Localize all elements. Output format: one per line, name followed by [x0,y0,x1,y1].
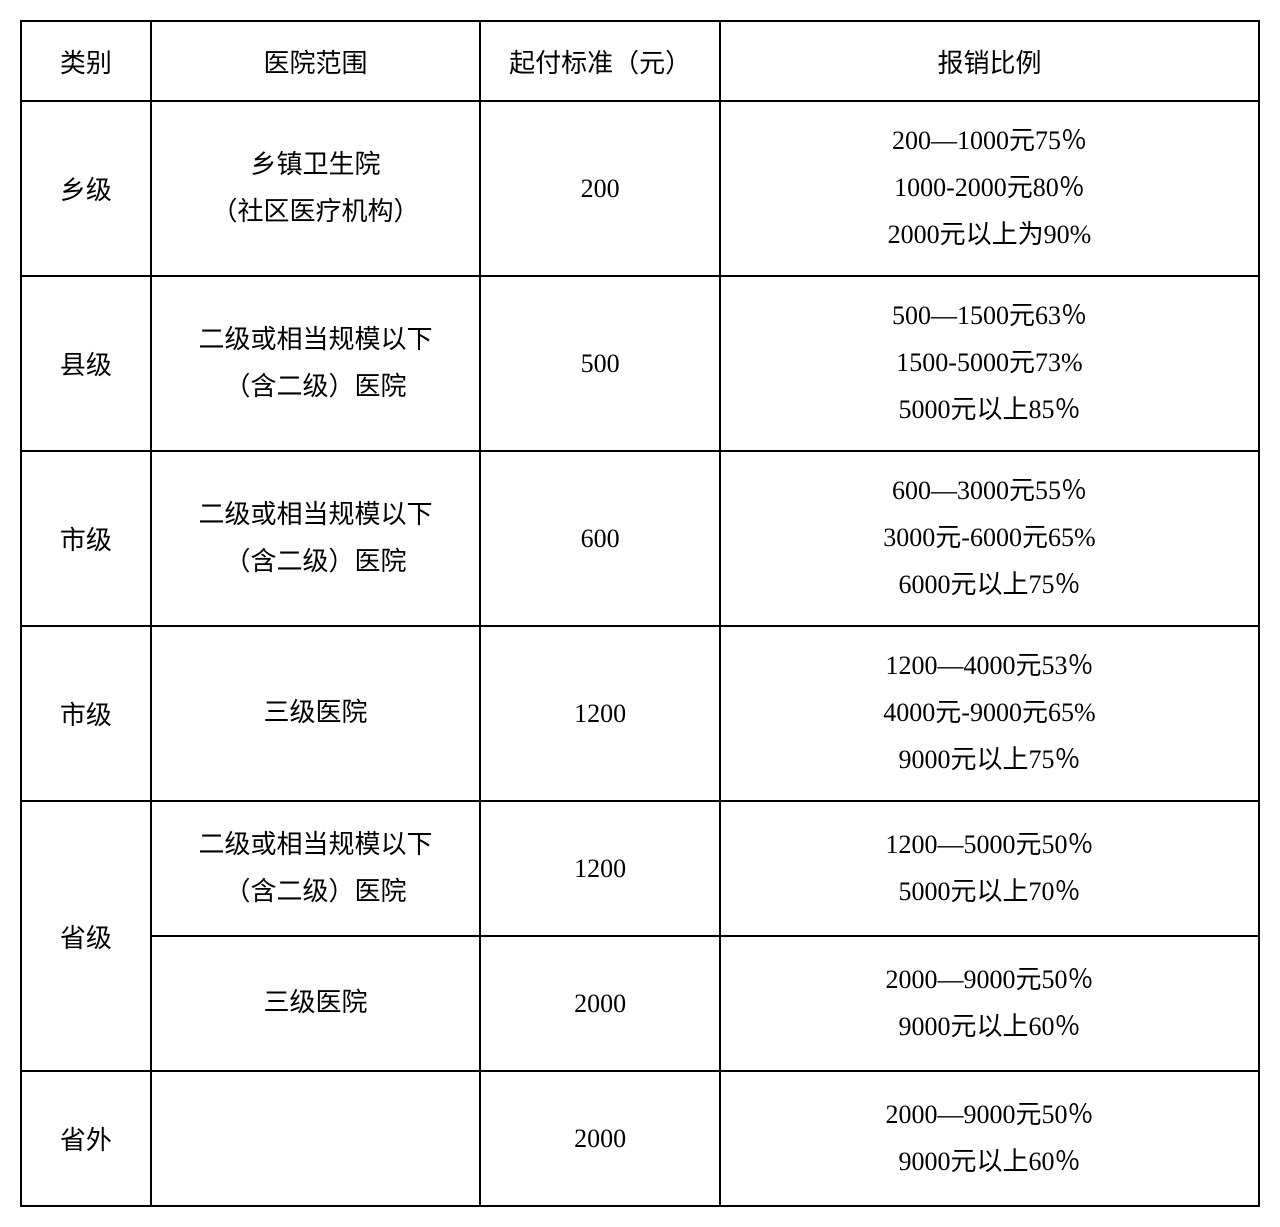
scope-line: 二级或相当规模以下 [162,822,469,869]
cell-ratio: 1200—4000元53％ 4000元-9000元65% 9000元以上75％ [720,626,1259,801]
cell-ratio: 2000—9000元50％ 9000元以上60％ [720,1071,1259,1206]
ratio-line: 4000元-9000元65% [731,690,1248,737]
cell-scope [151,1071,480,1206]
ratio-line: 600—3000元55％ [731,468,1248,515]
cell-threshold: 2000 [480,936,720,1071]
scope-line: 二级或相当规模以下 [162,492,469,539]
cell-ratio: 1200—5000元50％ 5000元以上70％ [720,801,1259,936]
scope-line: （含二级）医院 [162,869,469,916]
table-row: 县级 二级或相当规模以下 （含二级）医院 500 500—1500元63％ 15… [21,276,1259,451]
scope-line: 二级或相当规模以下 [162,317,469,364]
scope-line: 三级医院 [162,980,469,1027]
scope-line: （含二级）医院 [162,539,469,586]
cell-threshold: 500 [480,276,720,451]
ratio-line: 2000元以上为90% [731,212,1248,259]
header-ratio: 报销比例 [720,21,1259,101]
cell-category: 市级 [21,626,151,801]
cell-ratio: 2000—9000元50％ 9000元以上60％ [720,936,1259,1071]
cell-scope: 乡镇卫生院 （社区医疗机构） [151,101,480,276]
cell-ratio: 200—1000元75％ 1000-2000元80％ 2000元以上为90% [720,101,1259,276]
cell-threshold: 600 [480,451,720,626]
ratio-line: 200—1000元75％ [731,118,1248,165]
cell-threshold: 200 [480,101,720,276]
scope-line: （社区医疗机构） [162,189,469,236]
cell-category: 省级 [21,801,151,1071]
ratio-line: 2000—9000元50％ [731,1092,1248,1139]
ratio-line: 2000—9000元50％ [731,957,1248,1004]
scope-line: 三级医院 [162,690,469,737]
table-row: 省外 2000 2000—9000元50％ 9000元以上60％ [21,1071,1259,1206]
ratio-line: 1500-5000元73% [731,340,1248,387]
cell-scope: 三级医院 [151,936,480,1071]
reimbursement-table: 类别 医院范围 起付标准（元） 报销比例 乡级 乡镇卫生院 （社区医疗机构） 2… [20,20,1260,1207]
table-header-row: 类别 医院范围 起付标准（元） 报销比例 [21,21,1259,101]
cell-scope: 二级或相当规模以下 （含二级）医院 [151,451,480,626]
table-row: 省级 二级或相当规模以下 （含二级）医院 1200 1200—5000元50％ … [21,801,1259,936]
header-threshold: 起付标准（元） [480,21,720,101]
ratio-line: 1200—5000元50％ [731,822,1248,869]
table-row: 三级医院 2000 2000—9000元50％ 9000元以上60％ [21,936,1259,1071]
table-row: 市级 三级医院 1200 1200—4000元53％ 4000元-9000元65… [21,626,1259,801]
ratio-line: 5000元以上85％ [731,387,1248,434]
cell-category: 省外 [21,1071,151,1206]
cell-scope: 二级或相当规模以下 （含二级）医院 [151,801,480,936]
cell-ratio: 500—1500元63％ 1500-5000元73% 5000元以上85％ [720,276,1259,451]
header-category: 类别 [21,21,151,101]
ratio-line: 6000元以上75％ [731,562,1248,609]
cell-threshold: 1200 [480,801,720,936]
cell-ratio: 600—3000元55％ 3000元-6000元65% 6000元以上75％ [720,451,1259,626]
scope-line: 乡镇卫生院 [162,142,469,189]
cell-threshold: 1200 [480,626,720,801]
ratio-line: 5000元以上70％ [731,869,1248,916]
table-row: 乡级 乡镇卫生院 （社区医疗机构） 200 200—1000元75％ 1000-… [21,101,1259,276]
ratio-line: 3000元-6000元65% [731,515,1248,562]
ratio-line: 9000元以上60％ [731,1139,1248,1186]
header-scope: 医院范围 [151,21,480,101]
cell-scope: 二级或相当规模以下 （含二级）医院 [151,276,480,451]
ratio-line: 1000-2000元80％ [731,165,1248,212]
ratio-line: 9000元以上60％ [731,1004,1248,1051]
cell-category: 市级 [21,451,151,626]
table-row: 市级 二级或相当规模以下 （含二级）医院 600 600—3000元55％ 30… [21,451,1259,626]
cell-scope: 三级医院 [151,626,480,801]
scope-line: （含二级）医院 [162,364,469,411]
ratio-line: 1200—4000元53％ [731,643,1248,690]
ratio-line: 500—1500元63％ [731,293,1248,340]
cell-threshold: 2000 [480,1071,720,1206]
ratio-line: 9000元以上75％ [731,737,1248,784]
cell-category: 乡级 [21,101,151,276]
cell-category: 县级 [21,276,151,451]
